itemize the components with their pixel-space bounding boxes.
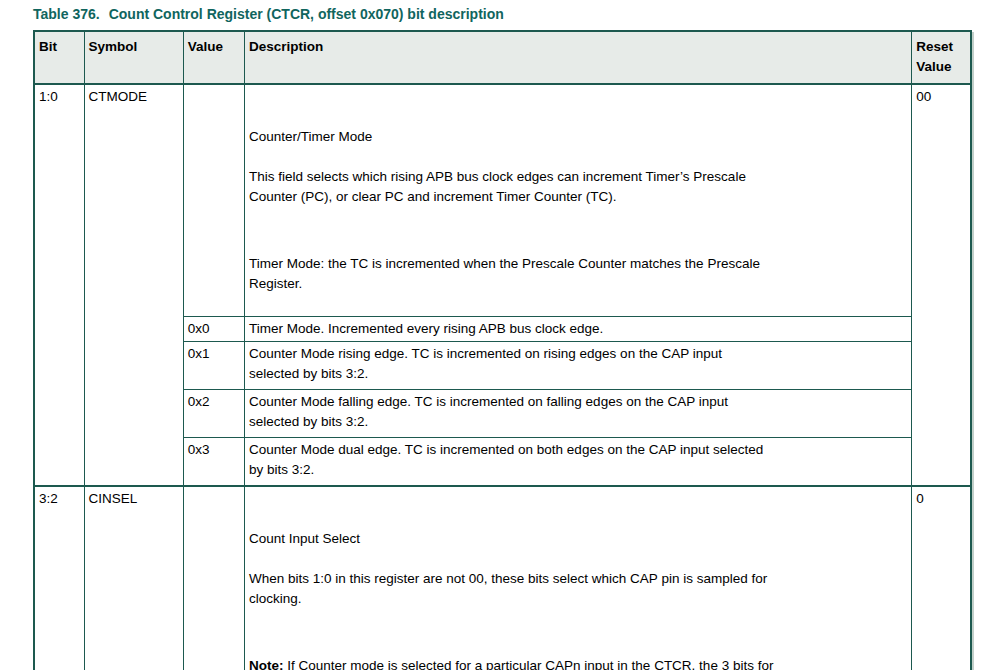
value-cell: 0x2: [183, 390, 244, 438]
table-caption-label: Table 376.: [33, 6, 100, 22]
field-description: When bits 1:0 in this register are not 0…: [249, 569, 906, 609]
description-cell: Counter/Timer Mode This field selects wh…: [244, 84, 911, 317]
field-row-cinsel: 3:2 CINSEL Count Input Select When bits …: [34, 486, 971, 670]
description-cell: Count Input Select When bits 1:0 in this…: [244, 486, 911, 670]
reset-value-cell: 0: [912, 486, 971, 670]
field-description-para2: Timer Mode: the TC is incremented when t…: [249, 254, 906, 294]
value-description-cell: Counter Mode dual edge. TC is incremente…: [244, 438, 911, 486]
header-reset-value: Reset Value: [912, 31, 971, 84]
value-description-cell: Counter Mode falling edge. TC is increme…: [244, 390, 911, 438]
symbol-cell: CINSEL: [84, 486, 183, 670]
register-bit-description-table: Bit Symbol Value Description Reset Value…: [33, 30, 972, 670]
value-cell: 0x3: [183, 438, 244, 486]
table-caption-text: Count Control Register (CTCR, offset 0x0…: [109, 6, 504, 22]
header-row: Bit Symbol Value Description Reset Value: [34, 31, 971, 84]
value-description-cell: Counter Mode rising edge. TC is incremen…: [244, 342, 911, 390]
value-cell-empty: [183, 486, 244, 670]
value-cell-empty: [183, 84, 244, 317]
document-page: Table 376. Count Control Register (CTCR, …: [0, 0, 999, 670]
value-cell: 0x1: [183, 342, 244, 390]
symbol-cell: CTMODE: [84, 84, 183, 486]
field-description: This field selects which rising APB bus …: [249, 167, 906, 207]
header-value: Value: [183, 31, 244, 84]
header-bit: Bit: [34, 31, 84, 84]
field-intro-block: Count Input Select When bits 1:0 in this…: [249, 509, 906, 629]
field-intro-block: Counter/Timer Mode This field selects wh…: [249, 107, 906, 227]
field-note: Note: If Counter mode is selected for a …: [249, 656, 906, 670]
value-description-cell: Timer Mode. Incremented every rising APB…: [244, 317, 911, 342]
value-cell: 0x0: [183, 317, 244, 342]
table-caption: Table 376. Count Control Register (CTCR, …: [33, 6, 504, 22]
header-symbol: Symbol: [84, 31, 183, 84]
header-description: Description: [244, 31, 911, 84]
reset-value-cell: 00: [912, 84, 971, 486]
field-name: Count Input Select: [249, 529, 906, 549]
note-text: If Counter mode is selected for a partic…: [249, 658, 774, 670]
note-label: Note:: [249, 658, 284, 670]
field-row-ctmode: 1:0 CTMODE Counter/Timer Mode This field…: [34, 84, 971, 317]
bit-cell: 1:0: [34, 84, 84, 486]
bit-cell: 3:2: [34, 486, 84, 670]
field-name: Counter/Timer Mode: [249, 127, 906, 147]
